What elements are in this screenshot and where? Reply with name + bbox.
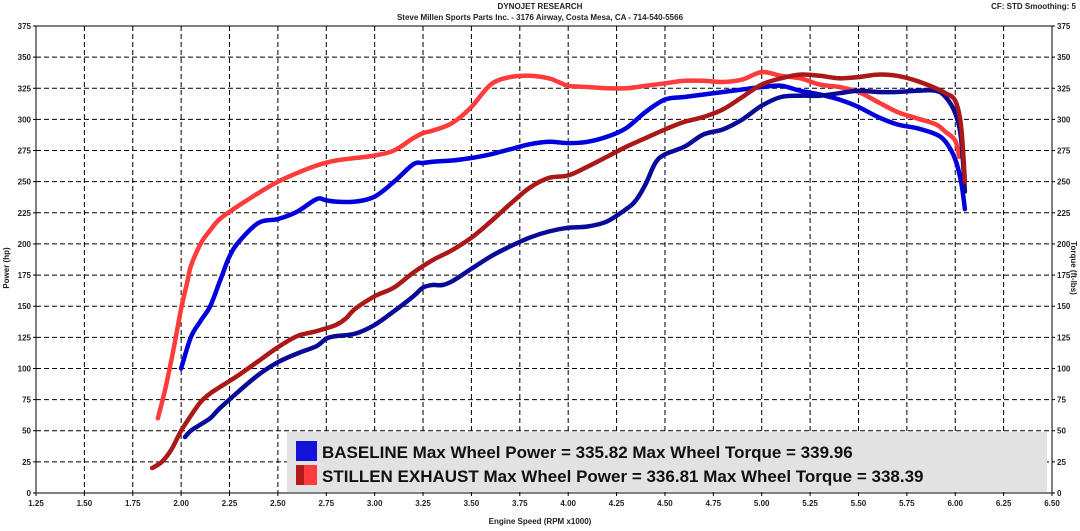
y-tick-label-right: 375	[1057, 22, 1071, 31]
y-tick-label-left: 100	[18, 364, 32, 373]
y-tick-label-left: 25	[22, 458, 31, 467]
x-axis-label: Engine Speed (RPM x1000)	[489, 517, 592, 526]
y-axis-label-left: Power (hp)	[2, 247, 11, 289]
x-tick-label: 1.50	[77, 499, 93, 508]
y-tick-label-right: 125	[1057, 333, 1071, 342]
x-tick-label: 3.25	[415, 499, 431, 508]
y-tick-label-left: 200	[18, 240, 32, 249]
y-tick-label-right: 300	[1057, 115, 1071, 124]
legend-entry-baseline: BASELINE Max Wheel Power = 335.82 Max Wh…	[322, 443, 853, 462]
x-tick-label: 2.50	[270, 499, 286, 508]
y-tick-label-left: 375	[18, 22, 32, 31]
y-tick-label-right: 250	[1057, 178, 1071, 187]
x-tick-label: 4.25	[609, 499, 625, 508]
x-tick-label: 6.00	[947, 499, 963, 508]
x-tick-label: 3.75	[512, 499, 528, 508]
x-tick-label: 2.25	[222, 499, 238, 508]
y-tick-label-right: 25	[1057, 458, 1066, 467]
grid-layer	[36, 26, 1052, 493]
y-tick-label-left: 300	[18, 115, 32, 124]
x-tick-label: 2.00	[173, 499, 189, 508]
y-tick-label-right: 200	[1057, 240, 1071, 249]
y-tick-label-left: 175	[18, 271, 32, 280]
x-tick-label: 5.75	[899, 499, 915, 508]
y-tick-label-left: 50	[22, 427, 31, 436]
y-tick-label-left: 125	[18, 333, 32, 342]
x-tick-label: 1.25	[28, 499, 44, 508]
y-tick-label-left: 275	[18, 147, 32, 156]
series-layer	[149, 69, 968, 471]
x-tick-label: 3.00	[367, 499, 383, 508]
x-tick-label: 4.50	[657, 499, 673, 508]
y-tick-label-left: 325	[18, 84, 32, 93]
y-tick-label-right: 325	[1057, 84, 1071, 93]
chart-header-subtitle: Steve Millen Sports Parts Inc. - 3176 Ai…	[397, 13, 684, 22]
x-tick-label: 6.25	[996, 499, 1012, 508]
series-line-baseline-power	[182, 87, 968, 440]
y-tick-label-right: 175	[1057, 271, 1071, 280]
legend-background	[287, 432, 1047, 492]
x-tick-label: 3.50	[464, 499, 480, 508]
x-tick-label: 4.75	[706, 499, 722, 508]
y-tick-label-left: 225	[18, 209, 32, 218]
y-tick-label-right: 0	[1057, 489, 1062, 498]
x-tick-label: 5.25	[802, 499, 818, 508]
y-tick-label-right: 150	[1057, 302, 1071, 311]
y-tick-label-left: 0	[27, 489, 32, 498]
x-tick-label: 4.00	[560, 499, 576, 508]
legend-swatch-baseline	[296, 441, 317, 461]
series-line-stillen-power	[149, 72, 968, 471]
x-tick-label: 1.75	[125, 499, 141, 508]
y-tick-label-left: 250	[18, 178, 32, 187]
plot-frame	[35, 25, 1053, 494]
series-line-baseline-torque	[178, 83, 968, 371]
legend-box: BASELINE Max Wheel Power = 335.82 Max Wh…	[287, 432, 1047, 492]
legend-swatch-stillen-shade	[296, 465, 304, 485]
y-tick-label-right: 275	[1057, 147, 1071, 156]
y-tick-label-right: 50	[1057, 427, 1066, 436]
y-tick-label-left: 75	[22, 396, 31, 405]
y-axis-label-right: Torque (ft-lbs)	[1069, 241, 1078, 295]
y-tick-label-left: 350	[18, 53, 32, 62]
y-tick-label-right: 350	[1057, 53, 1071, 62]
series-line-stillen-torque	[155, 69, 962, 421]
y-tick-label-right: 100	[1057, 364, 1071, 373]
chart-header-title: DYNOJET RESEARCH	[498, 2, 583, 11]
y-tick-label-left: 150	[18, 302, 32, 311]
y-tick-label-right: 75	[1057, 396, 1066, 405]
y-tick-label-right: 225	[1057, 209, 1071, 218]
tick-layer: 1.25 1.50 1.75 2.00 2.25 2.50 2.75 3.00 3.25 3.50…	[18, 22, 1071, 508]
x-tick-label: 6.50	[1044, 499, 1060, 508]
x-tick-label: 5.50	[851, 499, 867, 508]
x-tick-label: 2.75	[318, 499, 334, 508]
x-tick-label: 5.00	[754, 499, 770, 508]
legend-entry-stillen: STILLEN EXHAUST Max Wheel Power = 336.81…	[322, 467, 924, 486]
chart-settings: CF: STD Smoothing: 5	[991, 2, 1076, 11]
